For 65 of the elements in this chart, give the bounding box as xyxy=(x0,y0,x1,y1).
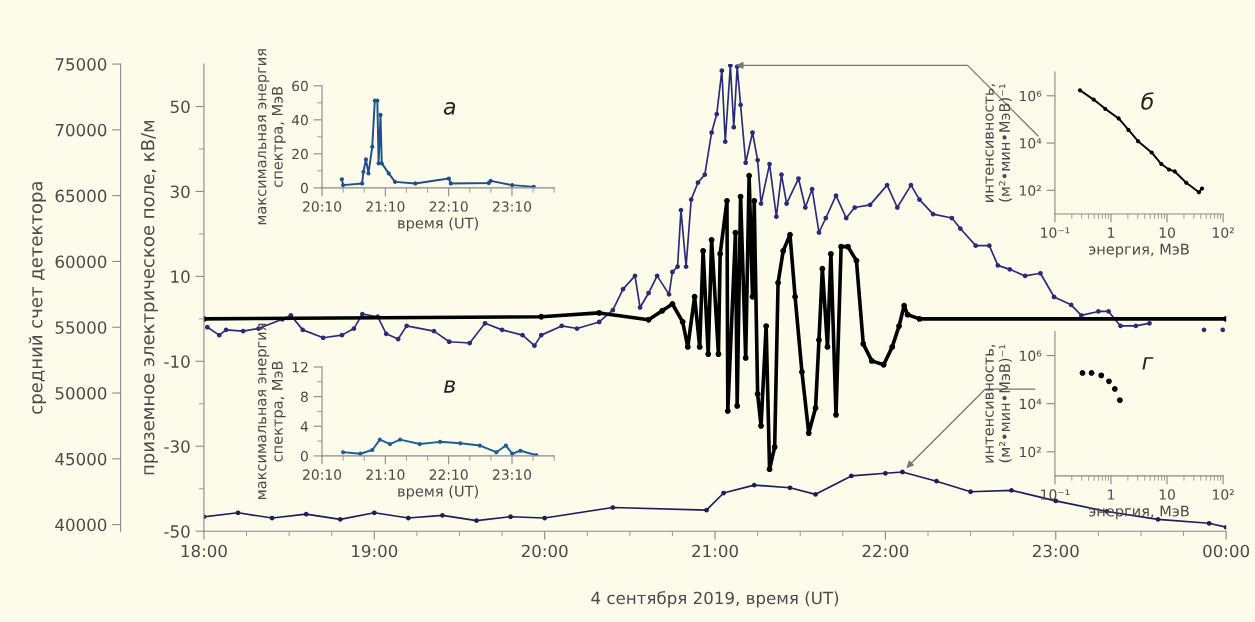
y2-tick-label: 60000 xyxy=(55,255,107,269)
y-tick-label: 10⁴ xyxy=(1020,138,1042,149)
y-tick-label: -10 xyxy=(164,355,190,368)
y2-tick-label: 50000 xyxy=(55,386,107,400)
x-tick-label: 23:10 xyxy=(493,469,532,480)
x-axis-title: энергия, МэВ xyxy=(1089,243,1189,258)
x-tick-label: 22:00 xyxy=(862,544,909,558)
x-tick-label: 10 xyxy=(1159,489,1175,500)
x-tick-label: 20:10 xyxy=(303,469,342,480)
y2-axis-title: средний счет детектора xyxy=(28,182,47,414)
y-tick-label: 10² xyxy=(1020,185,1041,196)
y-tick-label: 10² xyxy=(1020,446,1041,458)
y-tick-label: 40 xyxy=(291,114,308,126)
y-tick-label: 50 xyxy=(170,100,190,114)
x-tick-label: 22:10 xyxy=(429,201,468,212)
y-tick-label: 4 xyxy=(300,421,309,432)
y-axis-title: приземное электрическое поле, кВ/м xyxy=(141,120,158,475)
y2-tick-label: 55000 xyxy=(55,321,107,334)
x-tick-label: 00:00 xyxy=(1203,544,1250,558)
x-tick-label: 10⁻¹ xyxy=(1041,227,1070,238)
x-tick-label: 10 xyxy=(1159,227,1175,238)
x-tick-label: 10⁻¹ xyxy=(1041,489,1070,500)
x-tick-label: 1 xyxy=(1108,227,1115,238)
x-tick-label: 21:10 xyxy=(366,469,405,480)
x-tick-label: 10² xyxy=(1213,227,1234,238)
y-tick-label: -50 xyxy=(164,525,190,538)
annotation: в xyxy=(444,380,456,393)
x-tick-label: 19:00 xyxy=(352,544,398,558)
x-tick-label: 20:00 xyxy=(521,544,568,558)
y-tick-label: 12 xyxy=(292,361,308,373)
y-axis-title: интенсивность, (м²•мин•МэВ)⁻¹ xyxy=(985,84,1012,202)
x-tick-label: 20:10 xyxy=(303,201,342,212)
y2-tick-label: 45000 xyxy=(55,452,107,466)
annotation: а xyxy=(443,101,456,115)
y-tick-label: 0 xyxy=(300,182,308,194)
y-tick-label: 20 xyxy=(292,148,308,160)
y-tick-label: 10⁶ xyxy=(1020,90,1042,102)
y-tick-label: 10 xyxy=(171,270,190,283)
y2-tick-label: 65000 xyxy=(55,189,107,203)
y-tick-label: -30 xyxy=(164,440,190,453)
x-tick-label: 21:00 xyxy=(692,544,738,558)
y2-tick-label: 75000 xyxy=(55,58,107,71)
x-tick-label: 23:00 xyxy=(1032,544,1079,558)
y-tick-label: 10⁶ xyxy=(1020,350,1042,362)
x-tick-label: 21:10 xyxy=(366,201,405,212)
y2-tick-label: 70000 xyxy=(55,123,107,137)
y-axis-title: интенсивность, (м²•мин•МэВ)⁻¹ xyxy=(985,344,1012,463)
annotation: г xyxy=(1142,357,1154,370)
y-tick-label: 8 xyxy=(300,391,308,403)
y-tick-label: 0 xyxy=(300,450,308,462)
y2-tick-label: 40000 xyxy=(55,518,107,532)
x-tick-label: 10² xyxy=(1213,489,1234,500)
x-tick-label: 23:10 xyxy=(493,201,532,212)
x-axis-title: время (UT) xyxy=(398,485,478,500)
x-axis-title: время (UT) xyxy=(398,217,478,232)
annotation: б xyxy=(1141,92,1154,110)
y-axis-title: максимальная энергия спектра, МэВ xyxy=(258,323,286,499)
x-tick-label: 1 xyxy=(1108,489,1115,500)
y-tick-label: 10⁴ xyxy=(1020,398,1042,410)
x-axis-title: 4 сентября 2019, время (UT) xyxy=(591,591,839,608)
x-tick-label: 18:00 xyxy=(181,544,227,558)
y-axis-title: максимальная энергия спектра, МэВ xyxy=(258,49,286,225)
x-tick-label: 22:10 xyxy=(429,469,468,480)
y-tick-label: 30 xyxy=(170,185,190,199)
y-tick-label: 60 xyxy=(292,80,308,92)
